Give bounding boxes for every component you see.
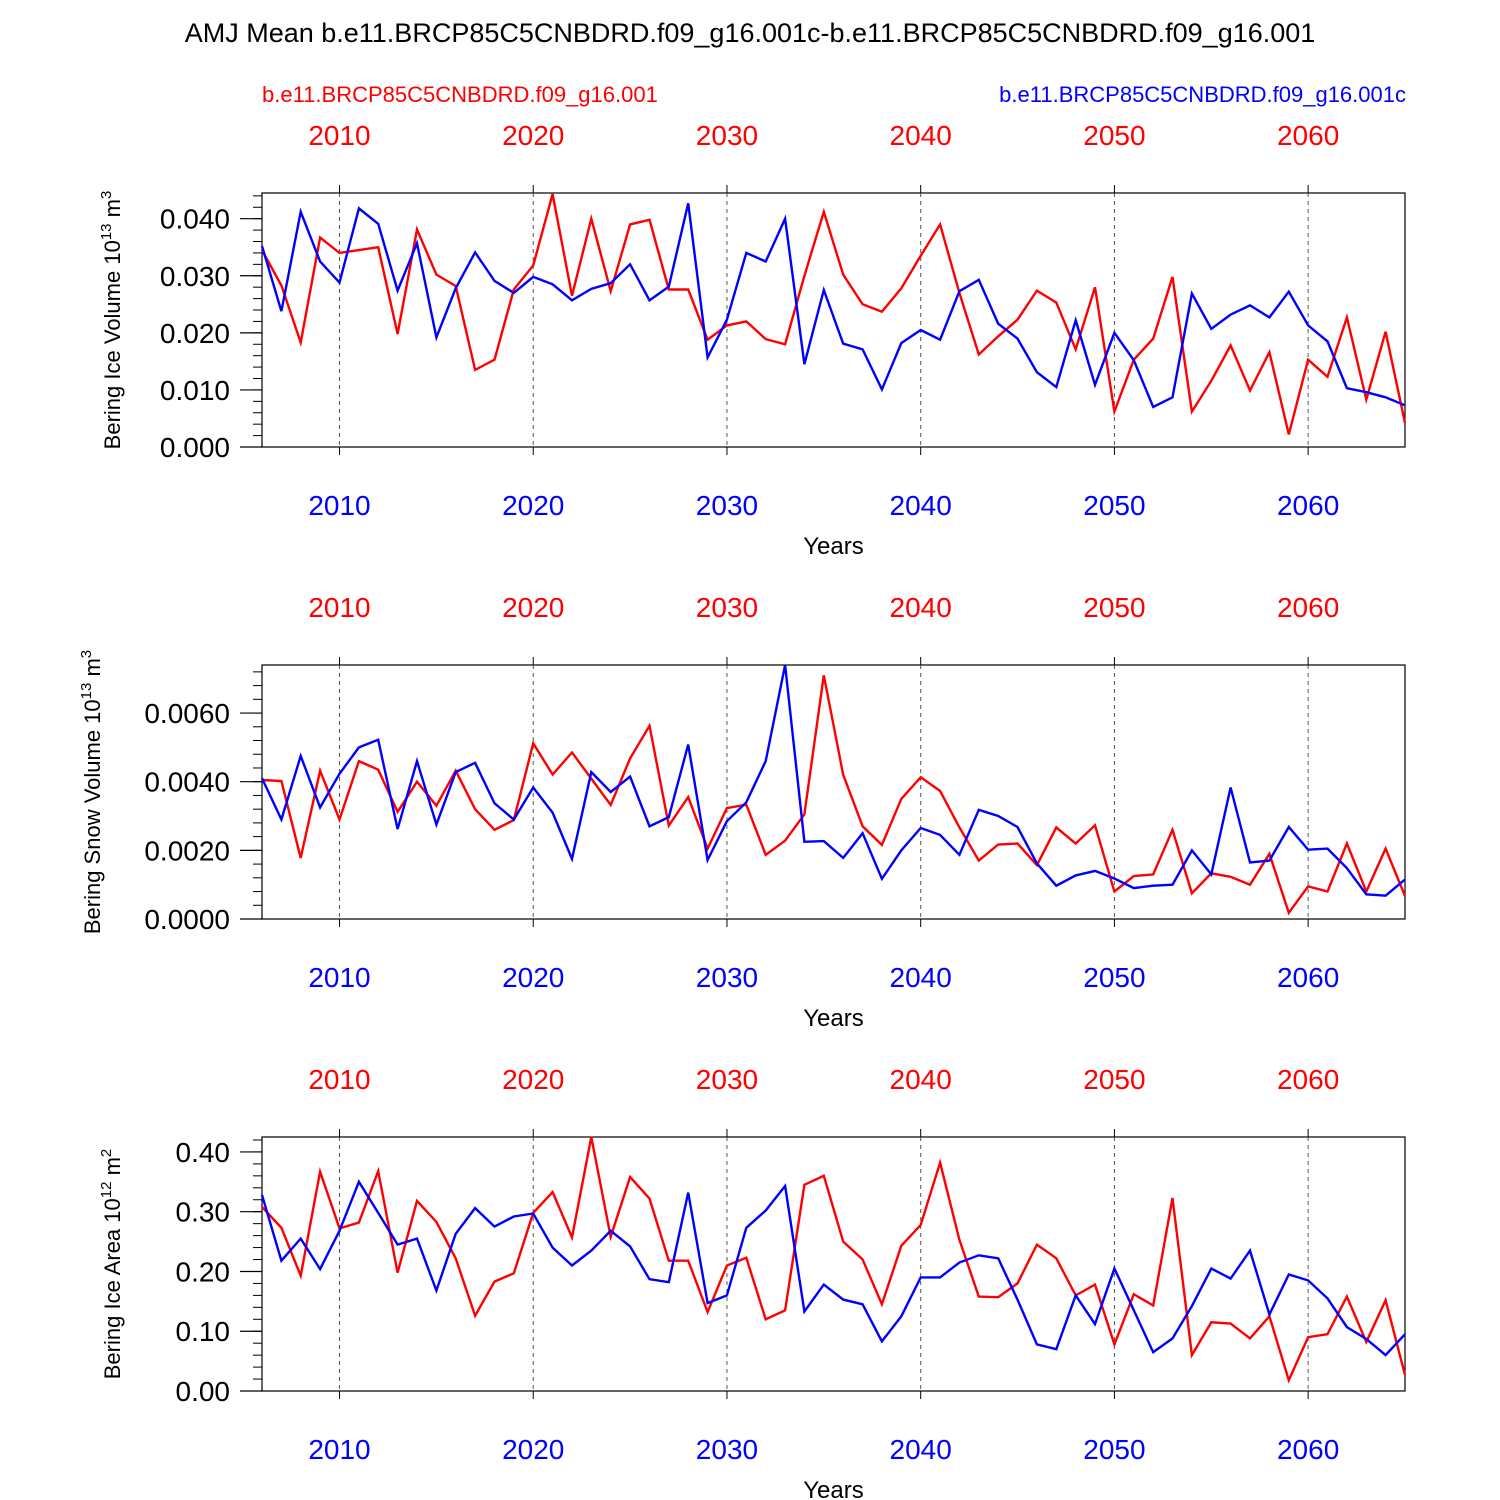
series-line-blue	[260, 1179, 1406, 1357]
plot-frame	[261, 192, 1406, 448]
y-tick-label: 0.0020	[144, 835, 230, 866]
x-tick-label-top: 2020	[502, 1064, 564, 1095]
legend-series-red: b.e11.BRCP85C5CNBDRD.f09_g16.001	[262, 82, 658, 107]
chart-panel-3: 2010 2010 2020 2020 2030 2030 2040 2040 2050 2050…	[98, 1064, 1407, 1500]
x-tick-label-bottom: 2010	[308, 490, 370, 521]
x-tick-label-top: 2060	[1277, 1064, 1339, 1095]
y-tick-label: 0.10	[176, 1316, 231, 1347]
x-tick-label-top: 2060	[1277, 120, 1339, 151]
x-tick-label-bottom: 2050	[1083, 490, 1145, 521]
series-line-blue	[260, 664, 1406, 897]
x-tick-label-top: 2020	[502, 592, 564, 623]
series-line-red	[261, 675, 1407, 916]
x-tick-label-bottom: 2020	[502, 1434, 564, 1465]
y-tick-label: 0.30	[176, 1197, 231, 1228]
y-tick-label: 0.00	[176, 1376, 231, 1407]
x-tick-label-bottom: 2010	[308, 962, 370, 993]
x-tick-label-top: 2050	[1083, 1064, 1145, 1095]
y-tick-label: 0.20	[176, 1256, 231, 1287]
x-tick-label-bottom: 2020	[502, 962, 564, 993]
y-tick-label: 0.030	[160, 261, 230, 292]
y-tick-label: 0.020	[160, 318, 230, 349]
x-tick-label-top: 2030	[696, 1064, 758, 1095]
y-tick-label: 0.0060	[144, 698, 230, 729]
chart-title: AMJ Mean b.e11.BRCP85C5CNBDRD.f09_g16.00…	[184, 18, 1316, 48]
x-tick-label-bottom: 2060	[1277, 1434, 1339, 1465]
y-tick-label: 0.040	[160, 204, 230, 235]
x-tick-label-bottom: 2060	[1277, 490, 1339, 521]
x-tick-label-bottom: 2040	[890, 490, 952, 521]
series-line-red	[260, 193, 1407, 435]
x-tick-label-top: 2060	[1277, 592, 1339, 623]
x-tick-label-top: 2030	[696, 120, 758, 151]
x-tick-label-bottom: 2040	[890, 962, 952, 993]
x-tick-label-bottom: 2040	[890, 1434, 952, 1465]
x-tick-label-top: 2040	[890, 592, 952, 623]
x-axis-title: Years	[803, 1005, 864, 1032]
y-tick-label: 0.000	[160, 432, 230, 463]
y-axis-title: Bering Ice Area 1012 m2	[98, 1149, 125, 1380]
plot-frame	[261, 664, 1406, 920]
series-line-red	[261, 1136, 1407, 1384]
plot-frame	[261, 1136, 1406, 1392]
y-axis-title: Bering Snow Volume 1013 m3	[78, 650, 105, 934]
x-tick-label-bottom: 2030	[696, 490, 758, 521]
series-line-blue	[260, 203, 1406, 409]
y-tick-label: 0.010	[160, 375, 230, 406]
x-tick-label-bottom: 2010	[308, 1434, 370, 1465]
x-tick-label-bottom: 2030	[696, 1434, 758, 1465]
x-tick-label-top: 2040	[890, 120, 952, 151]
x-tick-label-top: 2010	[308, 120, 370, 151]
x-tick-label-top: 2010	[308, 592, 370, 623]
y-tick-label: 0.0000	[144, 904, 230, 935]
x-tick-label-top: 2050	[1083, 592, 1145, 623]
chart-panel-1: 2010 2010 2020 2020 2030 2030 2040 2040 2050 2050…	[98, 120, 1407, 560]
y-axis-title: Bering Ice Volume 1013 m3	[98, 191, 125, 450]
x-tick-label-bottom: 2060	[1277, 962, 1339, 993]
x-tick-label-bottom: 2020	[502, 490, 564, 521]
y-tick-label: 0.40	[176, 1137, 231, 1168]
x-tick-label-top: 2030	[696, 592, 758, 623]
x-tick-label-bottom: 2030	[696, 962, 758, 993]
x-tick-label-top: 2020	[502, 120, 564, 151]
chart-panel-2: 2010 2010 2020 2020 2030 2030 2040 2040 2050 2050…	[78, 592, 1407, 1032]
legend-series-blue: b.e11.BRCP85C5CNBDRD.f09_g16.001c	[999, 82, 1406, 107]
x-tick-label-top: 2050	[1083, 120, 1145, 151]
x-tick-label-bottom: 2050	[1083, 962, 1145, 993]
x-tick-label-bottom: 2050	[1083, 1434, 1145, 1465]
x-tick-label-top: 2040	[890, 1064, 952, 1095]
x-tick-label-top: 2010	[308, 1064, 370, 1095]
x-axis-title: Years	[803, 533, 864, 560]
y-tick-label: 0.0040	[144, 767, 230, 798]
x-axis-title: Years	[803, 1477, 864, 1500]
